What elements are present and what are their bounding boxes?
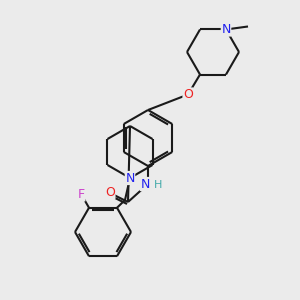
Text: N: N: [140, 178, 150, 190]
Text: O: O: [105, 185, 115, 199]
Text: N: N: [221, 23, 231, 36]
Text: N: N: [125, 172, 135, 184]
Text: H: H: [154, 180, 162, 190]
Text: F: F: [78, 188, 85, 201]
Text: O: O: [183, 88, 193, 101]
